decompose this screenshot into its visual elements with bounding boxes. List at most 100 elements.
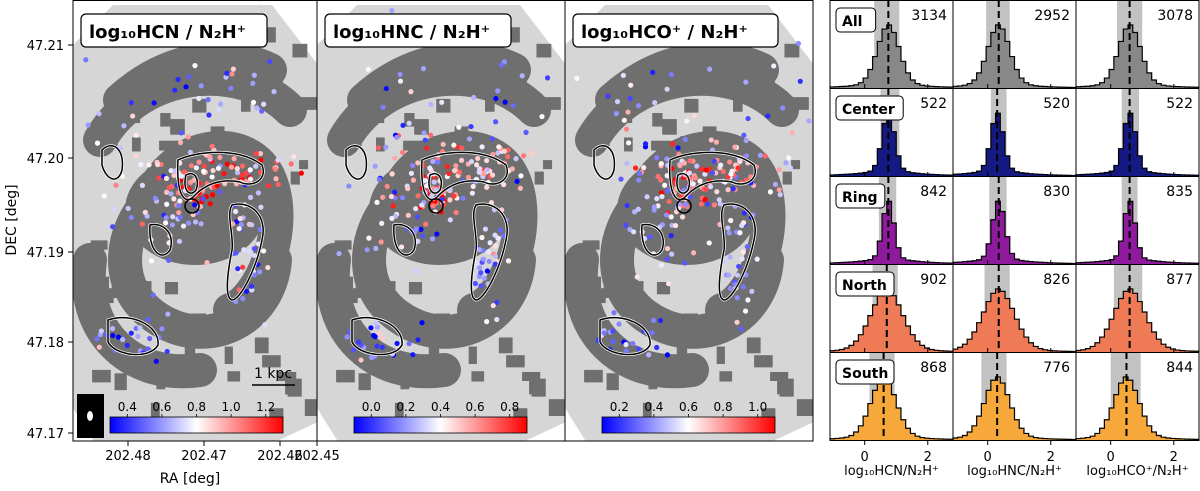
ratio-point — [642, 141, 649, 147]
ratio-point — [172, 87, 178, 93]
histogram-count: 776 — [1043, 360, 1070, 376]
ratio-point — [618, 176, 624, 182]
ratio-point — [672, 222, 679, 229]
ratio-point — [479, 234, 485, 241]
histogram-fill — [830, 113, 953, 176]
ratio-point — [651, 204, 657, 210]
detected-patch — [388, 79, 399, 94]
detected-patch — [287, 378, 302, 397]
ratio-point — [706, 240, 712, 246]
detected-patch — [114, 373, 127, 391]
ratio-point — [495, 88, 501, 94]
ratio-point — [501, 181, 507, 188]
histogram-count: 868 — [920, 360, 947, 376]
ratio-point — [373, 320, 379, 326]
ratio-point — [481, 275, 487, 281]
detected-patch — [468, 346, 477, 364]
ratio-point — [133, 132, 139, 138]
map-area — [565, 5, 813, 441]
ratio-point — [691, 250, 697, 256]
ratio-point — [610, 338, 616, 344]
ratio-point — [636, 177, 642, 183]
histogram-outline — [1075, 112, 1200, 176]
ratio-point — [664, 245, 671, 252]
detected-patch — [99, 276, 110, 294]
detected-patch — [791, 160, 801, 170]
detected-patch — [531, 378, 546, 397]
detected-patch — [682, 243, 696, 260]
ratio-point — [419, 320, 425, 326]
ratio-point — [492, 243, 499, 249]
ratio-point — [130, 113, 136, 119]
ratio-point — [344, 334, 350, 340]
ratio-point — [659, 193, 665, 200]
ratio-point — [243, 170, 249, 176]
ratio-point — [265, 264, 271, 271]
ratio-point — [494, 316, 500, 323]
detected-patch — [109, 352, 127, 364]
ratio-point — [654, 155, 660, 161]
ratio-point — [240, 264, 246, 270]
ratio-point — [96, 344, 102, 350]
ratio-point — [730, 186, 736, 192]
ratio-point — [177, 198, 183, 204]
ratio-point — [623, 126, 630, 132]
ratio-point — [397, 78, 404, 84]
region-label: All — [842, 14, 862, 30]
ratio-point — [379, 344, 385, 350]
ratio-point — [400, 122, 406, 128]
detected-patch — [128, 113, 141, 124]
ratio-point — [164, 348, 170, 355]
ratio-point — [476, 169, 482, 175]
detected-patch — [372, 113, 385, 124]
colorbar-tick-label: 1.2 — [256, 400, 275, 414]
detected-patch — [254, 337, 269, 354]
detected-patch — [620, 113, 633, 124]
detected-patch — [201, 150, 211, 168]
ratio-point — [204, 260, 210, 266]
hist-x-tick-label: 2 — [924, 450, 932, 465]
arm-region — [73, 243, 217, 389]
ratio-point — [754, 256, 760, 262]
detected-patch — [227, 371, 241, 382]
ratio-point — [198, 221, 204, 227]
detected-patch — [738, 65, 754, 76]
map-title: log₁₀HCO⁺ / N₂H⁺ — [581, 22, 748, 43]
colorbar-tick-label: 0.4 — [118, 400, 137, 414]
ratio-point — [631, 229, 637, 235]
ratio-point — [234, 166, 240, 172]
ratio-point — [475, 155, 481, 162]
ratio-point — [221, 170, 227, 177]
detected-patch — [132, 199, 142, 217]
ratio-point — [519, 73, 525, 79]
detected-patch — [334, 240, 352, 250]
ratio-point — [168, 168, 174, 174]
ratio-point — [466, 136, 473, 142]
detected-patch — [184, 347, 196, 357]
ratio-point — [205, 97, 211, 103]
detected-patch — [782, 171, 792, 185]
ratio-point — [171, 172, 177, 179]
ratio-point — [388, 193, 395, 200]
detected-patch — [485, 99, 495, 112]
ratio-point — [482, 226, 489, 232]
detected-patch — [506, 188, 515, 204]
ratio-point — [480, 256, 487, 262]
contours — [100, 144, 265, 357]
detected-patch — [452, 225, 469, 241]
map-panel: log₁₀HNC / N₂H⁺ 0.0 0.2 0.4 0.6 0.8 — [316, 0, 566, 442]
ratio-point — [705, 201, 711, 207]
ratio-point — [447, 197, 453, 203]
ratio-point — [762, 153, 768, 159]
detected-patch — [625, 281, 644, 299]
ratio-point — [176, 238, 183, 244]
colorbar-tick-label: 1.0 — [222, 400, 241, 414]
contours — [344, 144, 509, 357]
ratio-point — [409, 162, 416, 169]
ratio-point — [635, 103, 642, 109]
detected-patch — [432, 136, 445, 148]
ratio-point — [392, 155, 398, 161]
ratio-point — [145, 346, 151, 352]
ratio-point — [271, 89, 277, 95]
ratio-point — [144, 213, 150, 219]
